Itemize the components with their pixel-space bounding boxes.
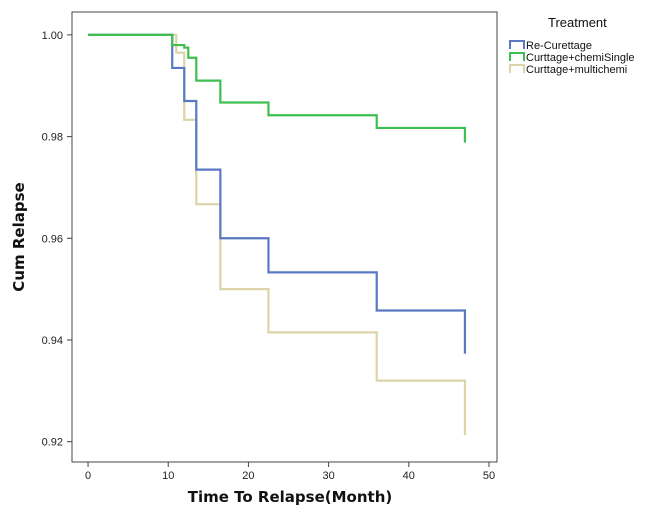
x-tick-label: 20 — [242, 470, 254, 482]
legend-item: Curttage+chemiSingle — [509, 52, 635, 64]
y-tick-label: 0.92 — [42, 437, 63, 449]
y-tick-label: 0.96 — [42, 233, 63, 245]
series-line-re-curettage — [88, 33, 467, 354]
axis-ticks — [67, 34, 490, 467]
tick-labels: 0 10 20 30 40 50 0.92 0.94 0.96 0.98 1.00 — [42, 30, 496, 482]
x-tick-label: 30 — [322, 470, 334, 482]
legend-swatch — [509, 64, 525, 73]
legend-label: Re-Curettage — [526, 40, 592, 52]
legend-item: Re-Curettage — [509, 40, 592, 52]
legend-title: Treatment — [548, 15, 607, 30]
legend-swatch — [509, 40, 525, 49]
y-axis-title: Cum Relapse — [10, 182, 28, 291]
legend-label: Curttage+chemiSingle — [526, 52, 635, 64]
legend-item: Curttage+multichemi — [509, 64, 627, 76]
x-tick-label: 40 — [403, 470, 415, 482]
legend-label: Curttage+multichemi — [526, 64, 627, 76]
x-tick-label: 0 — [85, 470, 91, 482]
x-tick-label: 10 — [162, 470, 174, 482]
y-tick-label: 0.98 — [42, 132, 63, 144]
y-tick-label: 0.94 — [42, 335, 63, 347]
x-tick-label: 50 — [483, 470, 495, 482]
series-line-curttage-chemisingle — [88, 33, 467, 143]
legend-swatch — [509, 52, 525, 61]
series-lines — [88, 33, 467, 436]
y-tick-label: 1.00 — [42, 30, 63, 42]
x-axis-title: Time To Relapse(Month) — [188, 488, 392, 506]
legend: Treatment Re-CurettageCurttage+chemiSing… — [509, 15, 635, 76]
plot-frame — [71, 11, 498, 463]
